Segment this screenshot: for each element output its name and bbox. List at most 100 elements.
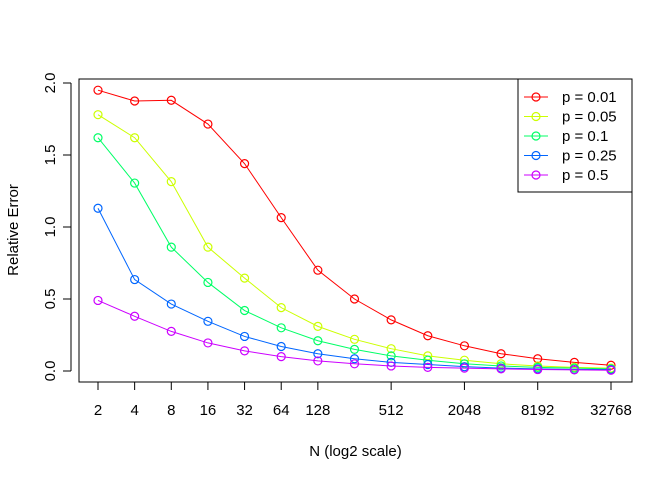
series-4 [93, 203, 616, 375]
data-point [166, 177, 176, 187]
x-tick-label: 4 [130, 402, 138, 419]
y-tick-label: 2.0 [42, 73, 59, 94]
series-line [97, 137, 612, 370]
x-tick-label: 128 [305, 402, 330, 419]
data-point [239, 273, 250, 283]
data-point [569, 365, 579, 375]
data-point [93, 203, 103, 213]
data-point [130, 274, 140, 285]
data-point [496, 349, 506, 359]
legend-label: p = 0.5 [562, 167, 608, 184]
data-point [203, 119, 213, 129]
y-tick-label: 0.5 [42, 289, 59, 310]
data-point [93, 110, 103, 120]
data-point [203, 338, 213, 348]
series-line [97, 114, 612, 369]
data-point [386, 344, 396, 354]
data-point [349, 294, 360, 304]
y-axis: 0.0 0.5 1.0 1.5 2.0 [42, 73, 72, 382]
data-point [313, 265, 323, 275]
data-point [349, 344, 360, 354]
y-axis-label: Relative Error [5, 184, 22, 276]
legend-item: p = 0.25 [524, 148, 617, 165]
data-point [423, 362, 433, 372]
series-5 [93, 295, 616, 375]
data-point [533, 354, 543, 364]
data-point [276, 341, 286, 352]
series-line [97, 299, 612, 371]
x-axis-label: N (log2 scale) [309, 443, 402, 460]
data-point [93, 133, 103, 143]
legend-item: p = 0.01 [524, 89, 617, 106]
data-point [606, 365, 616, 375]
data-point [496, 364, 506, 374]
legend-item: p = 0.5 [524, 167, 608, 184]
data-point [130, 311, 140, 321]
data-point [166, 326, 176, 336]
x-tick-label: 32768 [590, 402, 632, 419]
data-point [166, 242, 176, 252]
legend-marker [531, 150, 541, 161]
data-point [423, 359, 433, 370]
data-point [459, 363, 470, 373]
data-point [203, 242, 213, 252]
data-point [349, 334, 360, 344]
data-point [313, 321, 323, 331]
data-point [276, 213, 286, 223]
x-tick-label: 2048 [448, 402, 481, 419]
x-tick-label: 512 [379, 402, 404, 419]
series-line [97, 89, 612, 366]
data-point [349, 359, 360, 369]
x-tick-label: 32 [236, 402, 253, 419]
legend-label: p = 0.05 [562, 109, 617, 126]
data-point [203, 316, 213, 326]
legend-item: p = 0.1 [524, 128, 608, 145]
data-point [130, 178, 140, 188]
legend-marker [531, 170, 541, 180]
data-point [276, 303, 286, 313]
legend: p = 0.01 p = 0.05 p = 0.1 p = 0.25 p = 0.5 [517, 78, 633, 193]
data-point [386, 361, 396, 371]
legend-marker [531, 92, 541, 102]
data-point [533, 364, 543, 375]
data-point [166, 95, 176, 105]
x-tick-label: 64 [273, 402, 290, 419]
y-tick-label: 1.5 [42, 145, 59, 166]
data-point [93, 295, 103, 306]
data-point [130, 96, 140, 106]
legend-item: p = 0.05 [524, 109, 617, 126]
data-point [239, 305, 250, 316]
series-layer [93, 85, 616, 375]
data-point [166, 299, 176, 309]
data-point [239, 159, 250, 169]
data-point [276, 352, 286, 362]
y-tick-label: 1.0 [42, 217, 59, 238]
data-point [239, 346, 250, 356]
data-point [386, 315, 396, 325]
x-tick-label: 8192 [521, 402, 554, 419]
x-tick-label: 2 [94, 402, 102, 419]
legend-label: p = 0.01 [562, 89, 617, 106]
data-point [239, 331, 250, 342]
data-point [386, 351, 396, 361]
data-point [130, 133, 140, 143]
data-point [203, 277, 213, 288]
x-tick-label: 8 [167, 402, 175, 419]
data-point [459, 341, 470, 351]
data-point [313, 336, 323, 346]
data-point [349, 354, 360, 364]
x-tick-label: 16 [200, 402, 217, 419]
data-point [93, 85, 103, 95]
data-point [276, 323, 286, 333]
legend-marker [531, 111, 541, 122]
data-point [313, 356, 323, 366]
legend-marker [531, 131, 541, 141]
y-tick-label: 0.0 [42, 361, 59, 382]
legend-label: p = 0.1 [562, 128, 608, 145]
data-point [423, 331, 433, 341]
data-point [313, 349, 323, 359]
series-line [97, 208, 611, 371]
x-axis: 2 4 8 16 32 64 128 512 2048 8192 32768 [94, 381, 632, 419]
